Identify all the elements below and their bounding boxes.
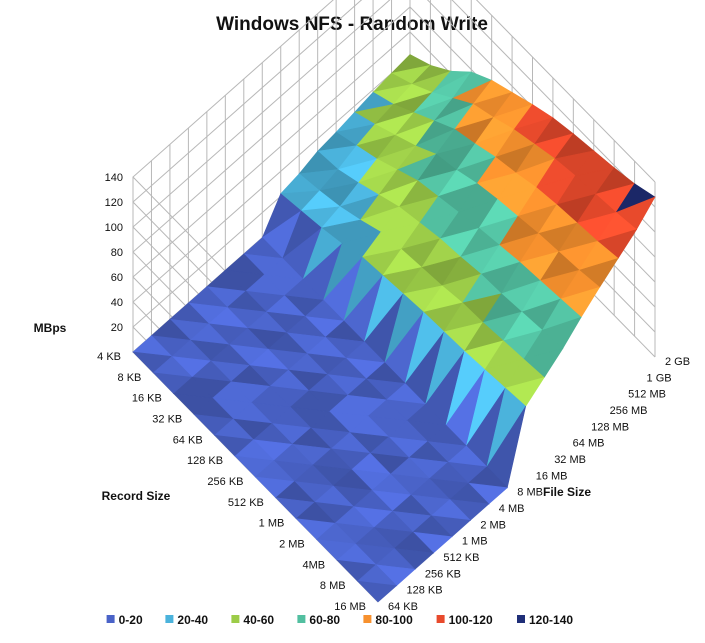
record-size-tick-label: 16 KB xyxy=(132,393,162,405)
chart-title: Windows NFS - Random Write xyxy=(216,14,488,35)
legend-label: 100-120 xyxy=(449,613,493,627)
record-size-tick-label: 128 KB xyxy=(187,455,223,467)
file-size-tick-label: 2 MB xyxy=(480,519,506,531)
file-size-tick-label: 128 MB xyxy=(591,421,629,433)
legend-label: 0-20 xyxy=(119,613,143,627)
record-size-tick-label: 8 MB xyxy=(320,580,346,592)
z-tick-label: 120 xyxy=(105,197,123,209)
surface-facet xyxy=(356,580,398,603)
x-axis-title: Record Size xyxy=(102,489,171,503)
file-size-tick-label: 64 KB xyxy=(388,601,418,613)
record-size-tick-label: 32 KB xyxy=(152,414,182,426)
file-size-tick-label: 64 MB xyxy=(573,438,605,450)
record-size-tick-label: 4 KB xyxy=(97,351,121,363)
legend-swatch xyxy=(436,615,445,623)
file-size-tick-label: 256 MB xyxy=(610,405,648,417)
legend-swatch xyxy=(231,615,240,623)
file-size-tick-label: 32 MB xyxy=(554,454,586,466)
axis-ticks: 20 40 60 80 100 120 140 4 KB 8 KB 16 KB 32 KB 64 KB… xyxy=(97,172,690,613)
file-size-tick-label: 128 KB xyxy=(406,585,442,597)
file-size-tick-label: 512 KB xyxy=(443,552,479,564)
record-size-tick-label: 4MB xyxy=(303,559,326,571)
file-size-tick-label: 1 GB xyxy=(647,372,672,384)
record-size-tick-label: 512 KB xyxy=(228,497,264,509)
legend-swatch xyxy=(517,615,525,623)
legend-swatch xyxy=(297,615,306,623)
record-size-tick-label: 64 KB xyxy=(173,434,203,446)
record-size-tick-label: 256 KB xyxy=(207,476,243,488)
file-size-tick-label: 4 MB xyxy=(499,503,525,515)
legend-label: 20-40 xyxy=(177,613,208,627)
file-size-tick-label: 16 MB xyxy=(536,470,568,482)
z-axis-title: MBps xyxy=(34,321,67,335)
legend-swatch xyxy=(363,615,372,623)
z-tick-label: 80 xyxy=(111,247,123,259)
y-axis-title: File Size xyxy=(543,485,591,499)
file-size-tick-label: 1 MB xyxy=(462,536,488,548)
record-size-tick-label: 1 MB xyxy=(259,518,285,530)
file-size-tick-label: 256 KB xyxy=(425,568,461,580)
file-size-tick-label: 2 GB xyxy=(665,356,690,368)
record-size-tick-label: 16 MB xyxy=(334,601,366,613)
legend-label: 60-80 xyxy=(309,613,340,627)
file-size-tick-label: 512 MB xyxy=(628,389,666,401)
legend-swatch xyxy=(165,615,174,623)
legend-label: 80-100 xyxy=(375,613,413,627)
file-size-tick-label: 8 MB xyxy=(517,487,543,499)
z-tick-label: 100 xyxy=(105,222,123,234)
record-size-tick-label: 8 KB xyxy=(118,372,142,384)
z-tick-label: 60 xyxy=(111,272,123,284)
surface-plot xyxy=(132,54,656,603)
z-tick-label: 140 xyxy=(105,172,123,184)
z-tick-label: 20 xyxy=(111,322,123,334)
legend: 0-20 20-40 40-60 60-80 80-100 100-120 120-140 xyxy=(106,613,573,627)
legend-label: 40-60 xyxy=(243,613,274,627)
record-size-tick-label: 2 MB xyxy=(279,539,305,551)
z-tick-label: 40 xyxy=(111,297,123,309)
legend-swatch xyxy=(106,615,115,623)
legend-label: 120-140 xyxy=(529,613,573,627)
